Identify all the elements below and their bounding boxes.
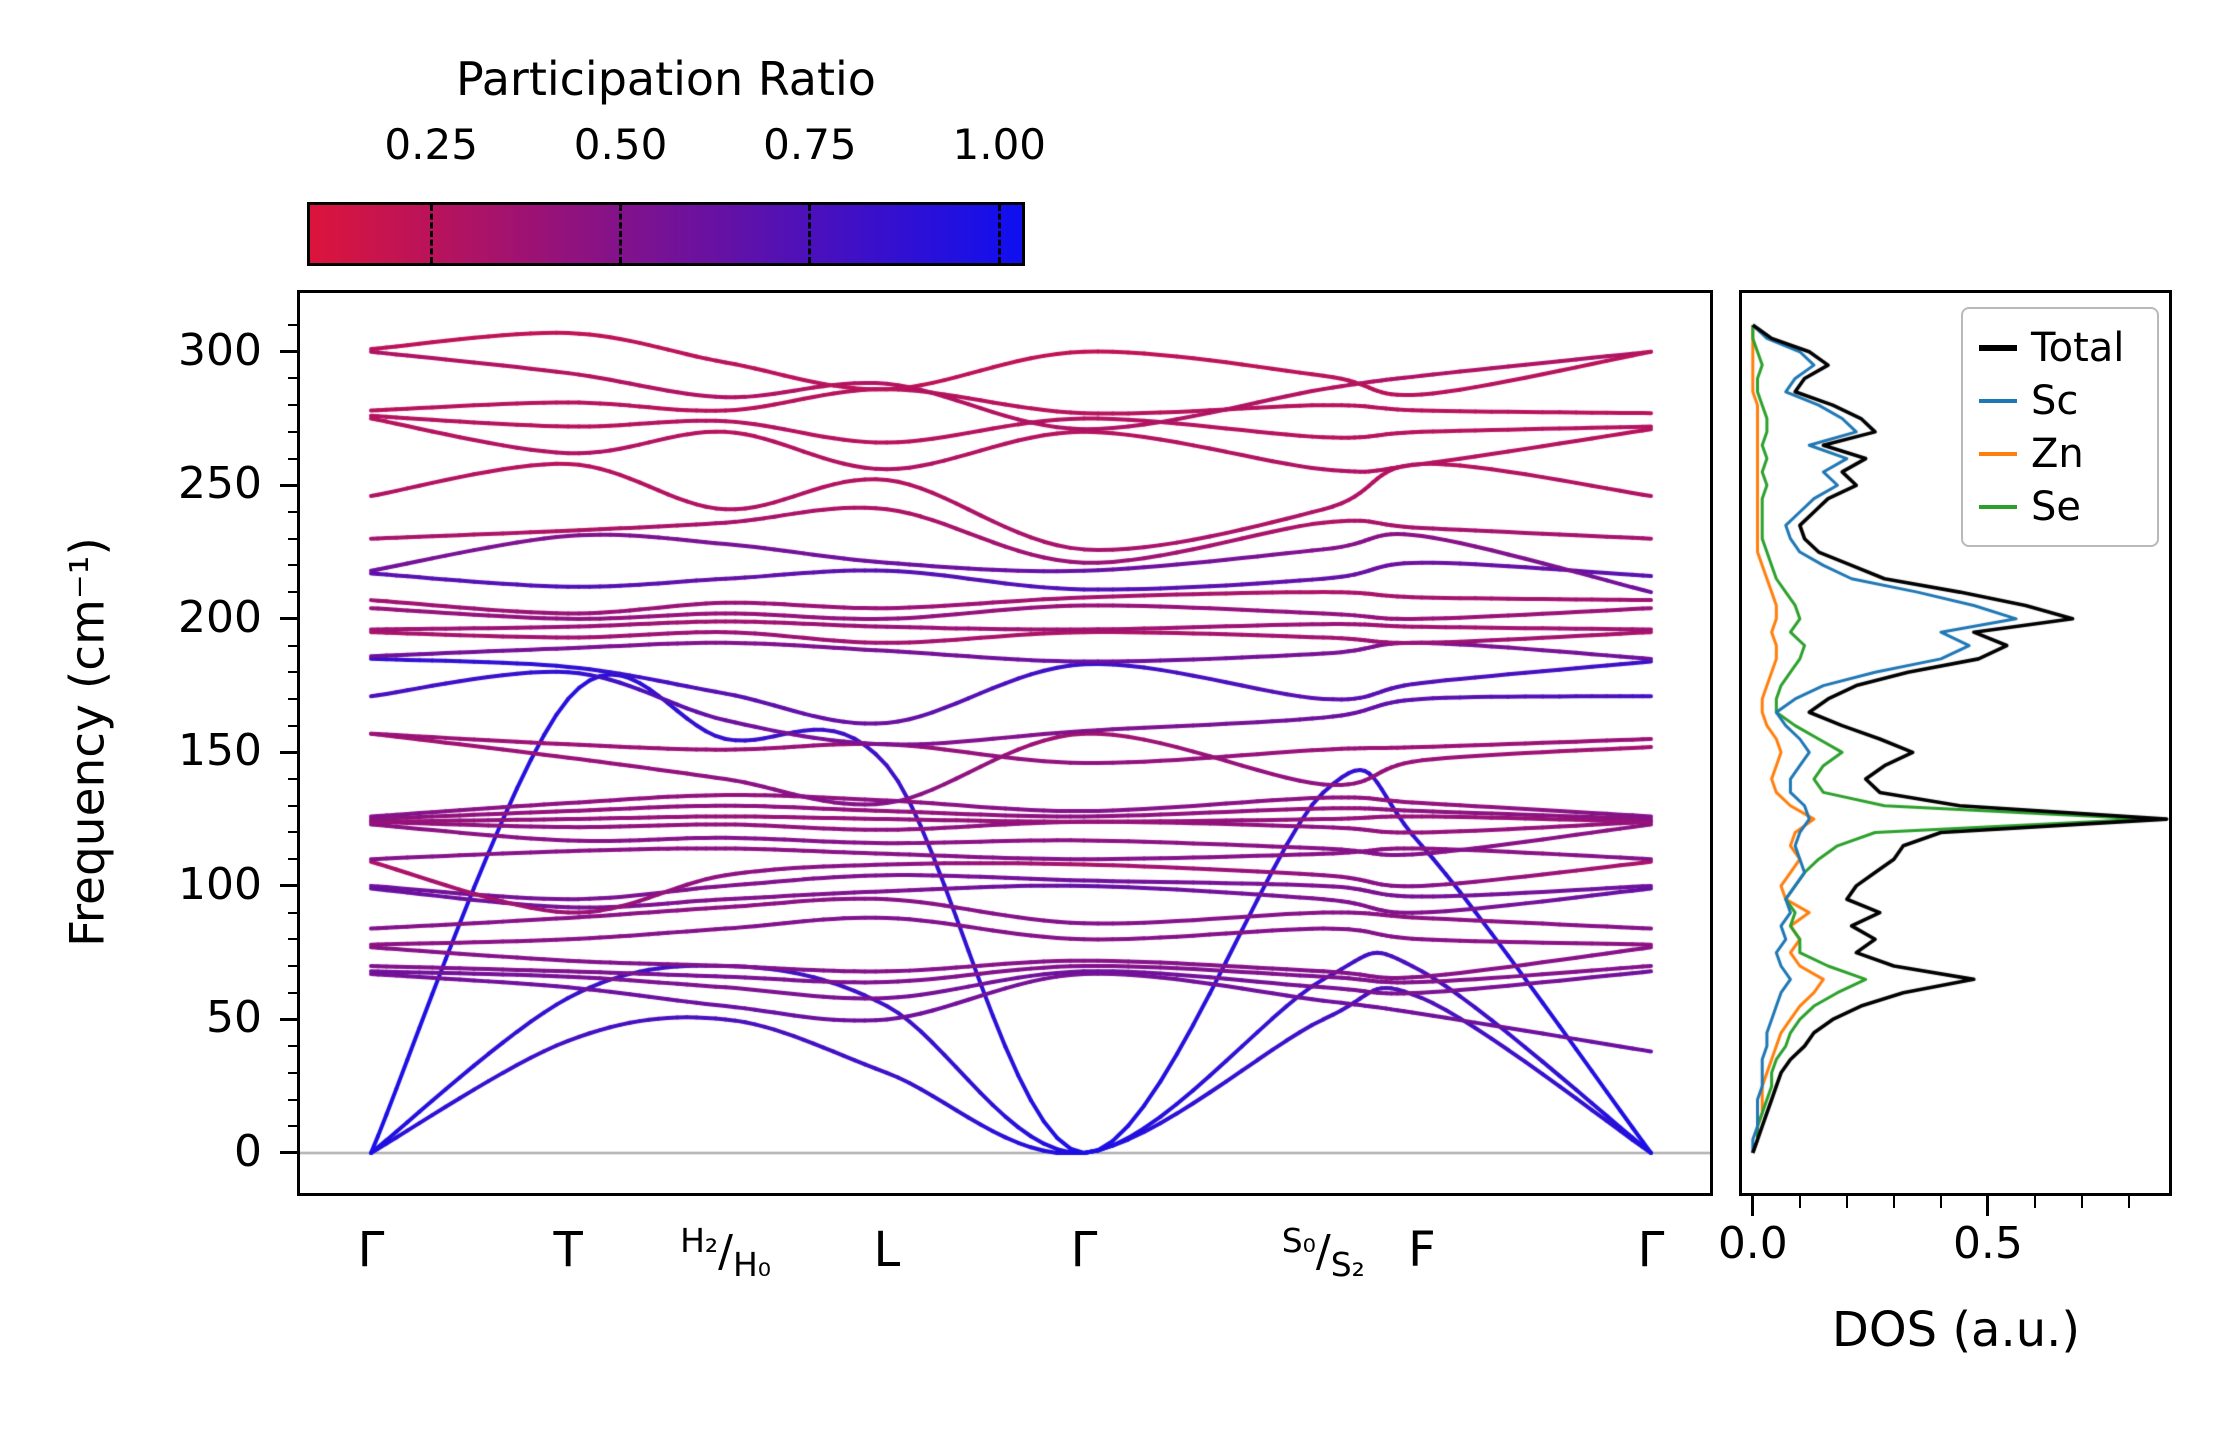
y-minor-tick bbox=[288, 858, 300, 861]
dos-xtick-label: 0.5 bbox=[1952, 1218, 2023, 1269]
xtick-label-3: L bbox=[873, 1222, 901, 1278]
xtick-label-7: Γ bbox=[1637, 1222, 1665, 1278]
xtick-label-2: H₂/H₀ bbox=[626, 1221, 826, 1284]
y-minor-tick bbox=[288, 457, 300, 460]
xtick-h0: H₀ bbox=[732, 1245, 771, 1284]
dos-x-minor-tick bbox=[1845, 1196, 1848, 1208]
dos-x-minor-tick bbox=[2033, 1196, 2036, 1208]
y-minor-tick bbox=[288, 537, 300, 540]
legend-label: Total bbox=[2031, 324, 2125, 371]
y-minor-tick bbox=[288, 324, 300, 327]
band-structure-canvas bbox=[300, 293, 1710, 1193]
participation-ratio-colorbar bbox=[307, 202, 1025, 266]
legend-entry-sc: Sc bbox=[1979, 374, 2141, 427]
legend-line-swatch bbox=[1979, 398, 2017, 403]
ytick-label: 150 bbox=[178, 725, 262, 777]
y-minor-tick bbox=[288, 991, 300, 994]
y-minor-tick bbox=[288, 1045, 300, 1048]
y-minor-tick bbox=[288, 564, 300, 567]
dos-x-minor-tick bbox=[1892, 1196, 1895, 1208]
colorbar-tick-mark bbox=[808, 205, 812, 263]
y-minor-tick bbox=[288, 377, 300, 380]
cbar-tick-label: 0.50 bbox=[573, 120, 668, 169]
band-structure-panel bbox=[297, 290, 1713, 1196]
y-minor-tick bbox=[288, 964, 300, 967]
xtick-label-5: S₀/S₂ bbox=[1223, 1221, 1423, 1284]
legend-line-swatch bbox=[1979, 344, 2017, 351]
y-minor-tick bbox=[288, 778, 300, 781]
y-minor-tick bbox=[288, 1071, 300, 1074]
dos-panel: Total Sc Zn Se bbox=[1739, 290, 2172, 1196]
legend-line-swatch bbox=[1979, 451, 2017, 456]
colorbar-tick-mark bbox=[429, 205, 433, 263]
cbar-tick-label: 0.75 bbox=[763, 120, 857, 169]
ytick-label: 250 bbox=[178, 458, 262, 510]
legend-entry-zn: Zn bbox=[1979, 427, 2141, 480]
y-major-tick bbox=[280, 884, 300, 888]
y-major-tick bbox=[280, 1017, 300, 1021]
xtick-h2: H₂ bbox=[680, 1221, 719, 1260]
y-minor-tick bbox=[288, 724, 300, 727]
dos-x-major-tick bbox=[1751, 1196, 1755, 1216]
cbar-tick-label: 1.00 bbox=[952, 120, 1047, 169]
xtick-label-6: F bbox=[1408, 1222, 1436, 1278]
colorbar-title: Participation Ratio bbox=[456, 52, 876, 106]
dos-x-axis-label: DOS (a.u.) bbox=[1831, 1302, 2081, 1358]
legend-line-swatch bbox=[1979, 504, 2017, 509]
y-major-tick bbox=[280, 750, 300, 754]
ytick-label: 100 bbox=[178, 858, 262, 910]
y-minor-tick bbox=[288, 644, 300, 647]
y-minor-tick bbox=[288, 911, 300, 914]
y-minor-tick bbox=[288, 430, 300, 433]
xtick-label-4: Γ bbox=[1070, 1222, 1098, 1278]
y-minor-tick bbox=[288, 591, 300, 594]
legend-label: Sc bbox=[2031, 377, 2079, 424]
y-major-tick bbox=[280, 483, 300, 487]
xtick-slash: / bbox=[1315, 1226, 1331, 1277]
xtick-s2: S₂ bbox=[1330, 1245, 1365, 1284]
dos-x-minor-tick bbox=[2128, 1196, 2131, 1208]
y-minor-tick bbox=[288, 1098, 300, 1101]
y-minor-tick bbox=[288, 938, 300, 941]
y-minor-tick bbox=[288, 697, 300, 700]
ytick-label: 0 bbox=[234, 1125, 262, 1177]
legend-entry-total: Total bbox=[1979, 321, 2141, 374]
dos-x-minor-tick bbox=[2081, 1196, 2083, 1208]
legend: Total Sc Zn Se bbox=[1961, 307, 2159, 547]
y-major-tick bbox=[280, 1151, 300, 1155]
y-minor-tick bbox=[288, 404, 300, 407]
xtick-label-1: T bbox=[553, 1222, 583, 1278]
y-major-tick bbox=[280, 617, 300, 621]
xtick-s0: S₀ bbox=[1281, 1221, 1316, 1260]
ytick-label: 200 bbox=[178, 591, 262, 643]
y-axis-label: Frequency (cm⁻¹) bbox=[60, 537, 116, 947]
colorbar-tick-mark bbox=[997, 205, 1001, 263]
ytick-label: 300 bbox=[178, 324, 262, 376]
legend-entry-se: Se bbox=[1979, 480, 2141, 533]
dos-x-major-tick bbox=[1986, 1196, 1990, 1216]
y-minor-tick bbox=[288, 1125, 300, 1128]
dos-x-minor-tick bbox=[1939, 1196, 1942, 1208]
y-minor-tick bbox=[288, 804, 300, 807]
ytick-label: 50 bbox=[206, 992, 262, 1044]
xtick-label-0: Γ bbox=[357, 1222, 385, 1278]
y-minor-tick bbox=[288, 831, 300, 834]
legend-label: Se bbox=[2031, 483, 2081, 530]
dos-x-minor-tick bbox=[1798, 1196, 1801, 1208]
colorbar-tick-mark bbox=[619, 205, 623, 263]
cbar-tick-label: 0.25 bbox=[384, 120, 478, 169]
y-major-tick bbox=[280, 350, 300, 354]
legend-label: Zn bbox=[2031, 430, 2084, 477]
y-minor-tick bbox=[288, 510, 300, 513]
xtick-slash: / bbox=[718, 1226, 733, 1277]
y-minor-tick bbox=[288, 671, 300, 674]
dos-xtick-label: 0.0 bbox=[1717, 1218, 1788, 1269]
